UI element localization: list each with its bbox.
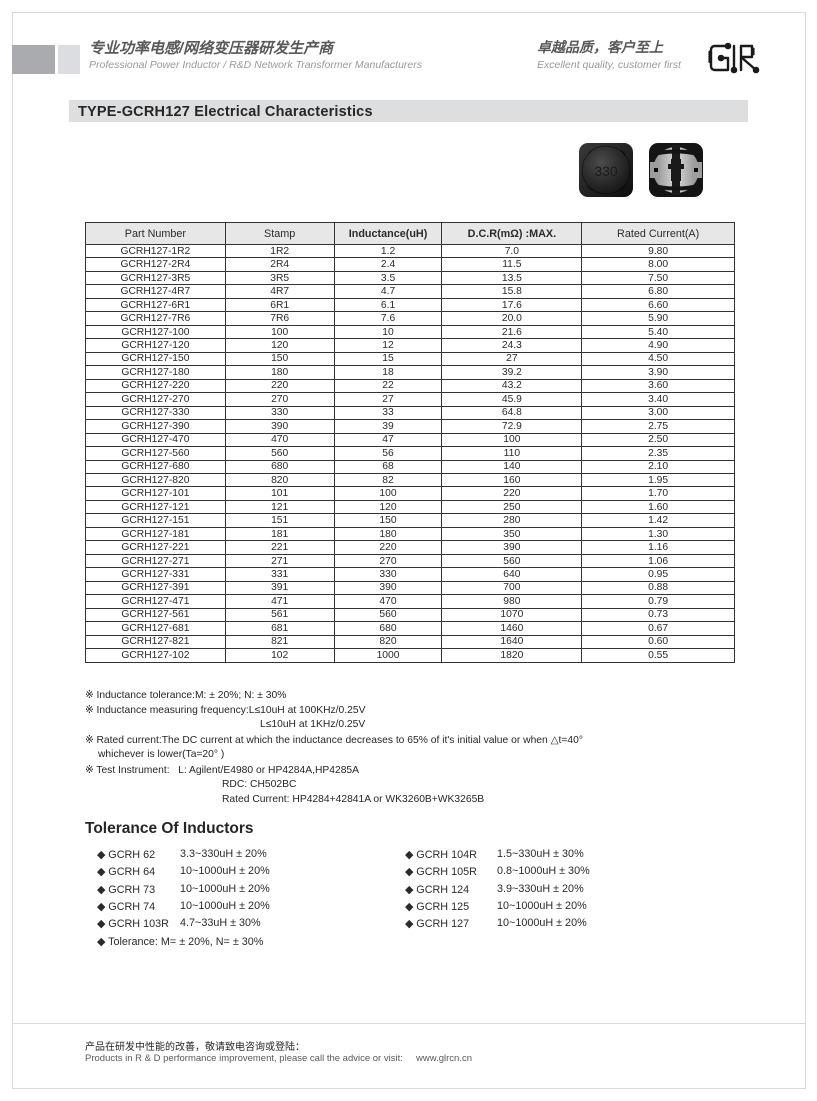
svg-text:330: 330 (594, 163, 618, 179)
